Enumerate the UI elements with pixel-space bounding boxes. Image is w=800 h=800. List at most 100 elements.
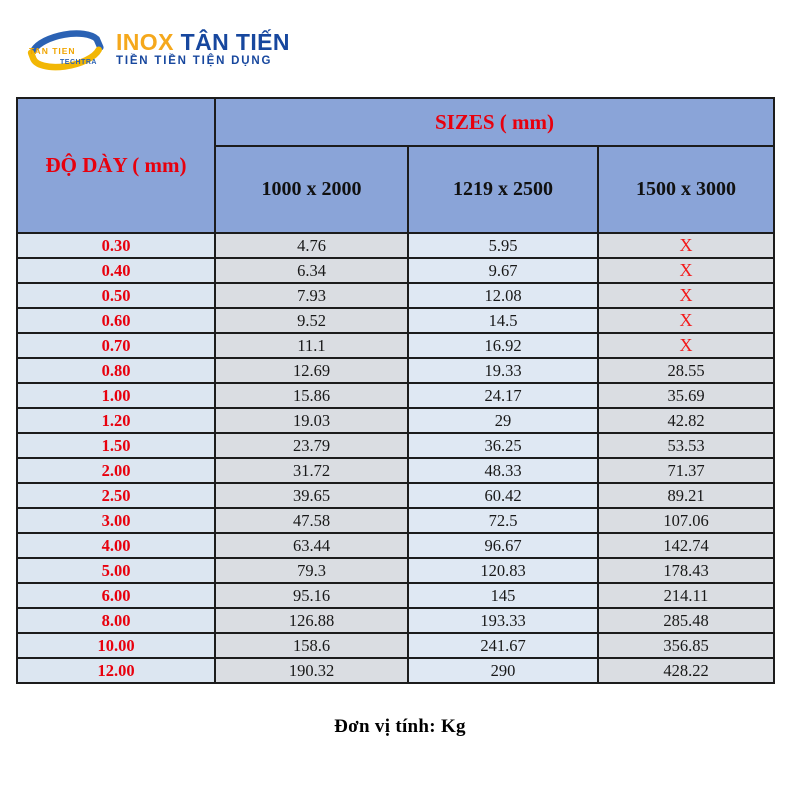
thickness-cell: 0.70: [16, 332, 216, 359]
weight-cell: 241.67: [407, 632, 599, 659]
weight-cell: 190.32: [214, 657, 409, 684]
logo-text: INOX TÂN TIẾN TIỀN TIỀN TIỆN DỤNG: [116, 30, 290, 67]
table-row: 1.50 23.79 36.25 53.53: [16, 432, 775, 459]
weight-table-header: ĐỘ DÀY ( mm) SIZES ( mm) 1000 x 2000 121…: [16, 97, 775, 234]
weight-cell: 158.6: [214, 632, 409, 659]
table-row: 0.40 6.34 9.67 X: [16, 257, 775, 284]
logo-swoosh-icon: TAN TIEN TECHTRA: [27, 30, 104, 71]
thickness-cell: 5.00: [16, 557, 216, 584]
weight-cell: 31.72: [214, 457, 409, 484]
not-available-cell: X: [597, 232, 775, 259]
weight-table: ĐỘ DÀY ( mm) SIZES ( mm) 1000 x 2000 121…: [16, 97, 775, 684]
logo-icon-text-tan-tien: TAN TIEN: [29, 46, 76, 56]
weight-cell: 120.83: [407, 557, 599, 584]
thickness-cell: 4.00: [16, 532, 216, 559]
logo-icon-text-techtra: TECHTRA: [60, 59, 97, 66]
weight-cell: 142.74: [597, 532, 775, 559]
weight-cell: 36.25: [407, 432, 599, 459]
table-row: 8.00 126.88 193.33 285.48: [16, 607, 775, 634]
weight-cell: 193.33: [407, 607, 599, 634]
thickness-cell: 0.80: [16, 357, 216, 384]
table-row: 2.00 31.72 48.33 71.37: [16, 457, 775, 484]
table-row: 0.70 11.1 16.92 X: [16, 332, 775, 359]
weight-cell: 42.82: [597, 407, 775, 434]
size-column-header-2: 1219 x 2500: [407, 145, 599, 234]
weight-cell: 9.67: [407, 257, 599, 284]
weight-table-body: 0.30 4.76 5.95 X 0.40 6.34 9.67 X 0.50 7.93 12.08 X…: [16, 232, 775, 684]
table-row: 2.50 39.65 60.42 89.21: [16, 482, 775, 509]
logo-title-tan-tien: TÂN TIẾN: [180, 28, 290, 55]
not-available-cell: X: [597, 257, 775, 284]
weight-cell: 7.93: [214, 282, 409, 309]
table-row: 6.00 95.16 145 214.11: [16, 582, 775, 609]
thickness-cell: 12.00: [16, 657, 216, 684]
logo-title: INOX TÂN TIẾN: [116, 30, 290, 54]
thickness-cell: 1.50: [16, 432, 216, 459]
table-row: 1.00 15.86 24.17 35.69: [16, 382, 775, 409]
logo-title-inox: INOX: [116, 28, 174, 55]
weight-cell: 285.48: [597, 607, 775, 634]
weight-cell: 126.88: [214, 607, 409, 634]
header-row-top: ĐỘ DÀY ( mm) SIZES ( mm): [16, 97, 775, 234]
size-column-header-3: 1500 x 3000: [597, 145, 775, 234]
weight-cell: 145: [407, 582, 599, 609]
weight-cell: 60.42: [407, 482, 599, 509]
weight-cell: 79.3: [214, 557, 409, 584]
sizes-header: SIZES ( mm): [214, 97, 775, 147]
thickness-cell: 0.60: [16, 307, 216, 334]
weight-cell: 95.16: [214, 582, 409, 609]
weight-cell: 4.76: [214, 232, 409, 259]
thickness-cell: 2.50: [16, 482, 216, 509]
weight-cell: 214.11: [597, 582, 775, 609]
thickness-cell: 0.30: [16, 232, 216, 259]
weight-cell: 12.08: [407, 282, 599, 309]
weight-cell: 14.5: [407, 307, 599, 334]
weight-cell: 178.43: [597, 557, 775, 584]
logo: TAN TIEN TECHTRA INOX TÂN TIẾN TIỀN TIỀN…: [0, 0, 800, 78]
not-available-cell: X: [597, 332, 775, 359]
table-row: 12.00 190.32 290 428.22: [16, 657, 775, 684]
table-row: 3.00 47.58 72.5 107.06: [16, 507, 775, 534]
weight-cell: 107.06: [597, 507, 775, 534]
thickness-cell: 0.40: [16, 257, 216, 284]
size-column-header-1: 1000 x 2000: [214, 145, 409, 234]
header-row-sizes: 1000 x 2000 1219 x 2500 1500 x 3000: [17, 145, 775, 234]
table-row: 4.00 63.44 96.67 142.74: [16, 532, 775, 559]
weight-cell: 12.69: [214, 357, 409, 384]
weight-cell: 39.65: [214, 482, 409, 509]
weight-cell: 290: [407, 657, 599, 684]
unit-note: Đơn vị tính: Kg: [334, 716, 466, 737]
thickness-cell: 1.00: [16, 382, 216, 409]
table-row: 0.80 12.69 19.33 28.55: [16, 357, 775, 384]
table-row: 5.00 79.3 120.83 178.43: [16, 557, 775, 584]
weight-cell: 19.33: [407, 357, 599, 384]
weight-cell: 71.37: [597, 457, 775, 484]
weight-cell: 53.53: [597, 432, 775, 459]
weight-cell: 428.22: [597, 657, 775, 684]
weight-cell: 47.58: [214, 507, 409, 534]
weight-cell: 72.5: [407, 507, 599, 534]
weight-cell: 48.33: [407, 457, 599, 484]
weight-cell: 23.79: [214, 432, 409, 459]
thickness-cell: 8.00: [16, 607, 216, 634]
not-available-cell: X: [597, 307, 775, 334]
table-row: 0.50 7.93 12.08 X: [16, 282, 775, 309]
not-available-cell: X: [597, 282, 775, 309]
weight-cell: 15.86: [214, 382, 409, 409]
thickness-cell: 2.00: [16, 457, 216, 484]
weight-cell: 96.67: [407, 532, 599, 559]
thickness-cell: 6.00: [16, 582, 216, 609]
weight-cell: 29: [407, 407, 599, 434]
weight-cell: 28.55: [597, 357, 775, 384]
table-row: 10.00 158.6 241.67 356.85: [16, 632, 775, 659]
weight-cell: 35.69: [597, 382, 775, 409]
weight-cell: 63.44: [214, 532, 409, 559]
weight-cell: 5.95: [407, 232, 599, 259]
logo-tagline: TIỀN TIỀN TIỆN DỤNG: [116, 54, 273, 67]
table-row: 0.60 9.52 14.5 X: [16, 307, 775, 334]
thickness-column-header: ĐỘ DÀY ( mm): [16, 97, 216, 234]
table-row: 1.20 19.03 29 42.82: [16, 407, 775, 434]
weight-cell: 356.85: [597, 632, 775, 659]
thickness-cell: 10.00: [16, 632, 216, 659]
